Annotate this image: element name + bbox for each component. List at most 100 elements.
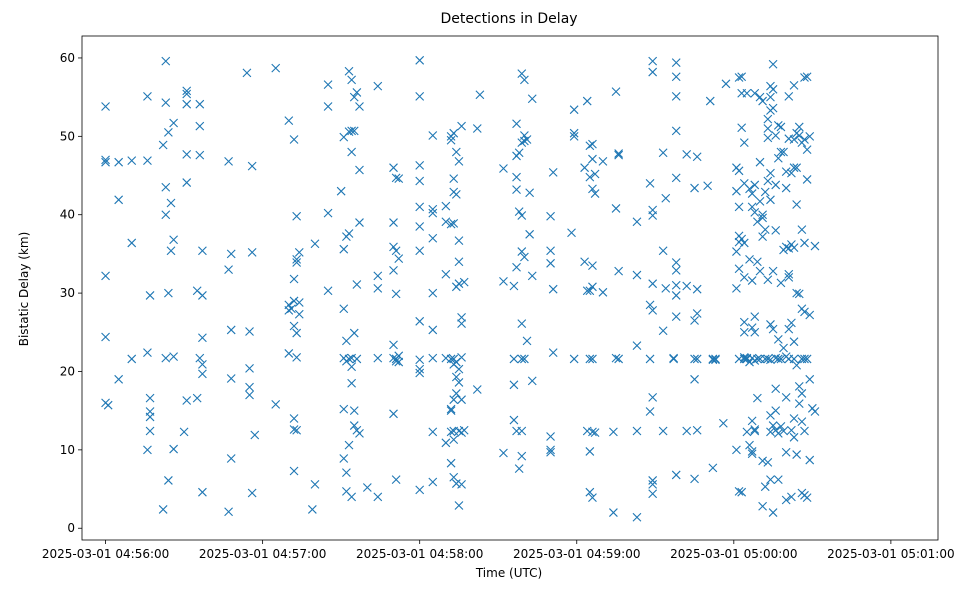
- data-point: [658, 246, 668, 256]
- data-point: [648, 279, 658, 289]
- data-point: [734, 166, 744, 176]
- data-point: [766, 320, 775, 329]
- data-point: [114, 195, 124, 205]
- data-point: [632, 270, 642, 280]
- data-point: [454, 501, 464, 510]
- data-point: [454, 364, 464, 374]
- data-point: [472, 385, 482, 394]
- data-point: [509, 380, 519, 390]
- data-point: [428, 477, 438, 487]
- data-point: [522, 135, 532, 144]
- data-point: [514, 207, 524, 216]
- data-point: [459, 277, 469, 287]
- data-point: [588, 493, 597, 503]
- data-point: [323, 208, 333, 218]
- data-point: [671, 291, 681, 300]
- data-point: [158, 505, 168, 514]
- data-point: [789, 337, 799, 347]
- data-point: [758, 456, 768, 466]
- data-point: [250, 430, 260, 440]
- data-point: [645, 300, 655, 310]
- data-point: [773, 153, 783, 163]
- data-point: [773, 120, 783, 130]
- data-point: [692, 425, 702, 435]
- data-point: [127, 238, 137, 248]
- data-point: [692, 284, 702, 294]
- data-point: [284, 349, 294, 358]
- data-point: [457, 479, 466, 489]
- data-point: [648, 211, 658, 220]
- data-point: [739, 317, 749, 327]
- data-point: [247, 247, 257, 257]
- data-point: [101, 102, 110, 111]
- data-point: [773, 334, 783, 344]
- data-point: [734, 73, 744, 82]
- x-tick-label: 2025-03-01 04:59:00: [513, 547, 640, 561]
- data-point: [323, 80, 333, 89]
- data-point: [805, 455, 815, 465]
- data-point: [766, 355, 775, 365]
- data-point: [760, 225, 770, 234]
- data-point: [588, 427, 597, 437]
- data-point: [451, 389, 461, 398]
- data-point: [415, 364, 425, 374]
- data-point: [734, 202, 744, 212]
- data-point: [459, 425, 469, 435]
- data-point: [449, 218, 459, 228]
- x-axis-label: Time (UTC): [475, 566, 542, 580]
- data-point: [428, 427, 438, 437]
- data-point: [648, 56, 658, 66]
- data-point: [671, 72, 681, 82]
- data-point: [245, 382, 254, 392]
- data-point: [750, 88, 760, 98]
- data-point: [781, 495, 791, 505]
- data-point: [525, 229, 535, 239]
- data-point: [797, 225, 807, 234]
- data-point: [101, 271, 110, 281]
- data-point: [449, 472, 459, 482]
- data-point: [632, 426, 642, 436]
- data-point: [632, 341, 642, 350]
- data-point: [509, 415, 519, 425]
- data-point: [394, 357, 404, 367]
- data-point: [391, 356, 401, 366]
- data-point: [355, 429, 364, 438]
- data-point: [347, 126, 357, 136]
- data-point: [768, 84, 778, 94]
- data-point: [648, 489, 658, 499]
- data-point: [794, 122, 804, 132]
- data-point: [732, 247, 741, 256]
- data-point: [166, 198, 176, 208]
- data-point: [310, 239, 320, 249]
- data-point: [750, 356, 760, 365]
- data-point: [355, 102, 364, 111]
- data-point: [776, 147, 786, 157]
- data-point: [195, 99, 205, 109]
- data-point: [588, 282, 597, 292]
- data-point: [787, 318, 796, 328]
- data-point: [792, 200, 802, 209]
- data-point: [517, 211, 527, 220]
- data-point: [161, 182, 171, 192]
- data-point: [763, 124, 773, 133]
- data-point: [771, 406, 781, 416]
- data-point: [169, 235, 179, 245]
- data-point: [792, 360, 802, 370]
- data-point: [760, 187, 770, 197]
- data-point: [781, 447, 791, 457]
- data-point: [747, 449, 757, 459]
- data-point: [773, 475, 783, 485]
- data-point: [669, 353, 678, 363]
- data-point: [708, 463, 718, 473]
- data-point: [520, 136, 529, 146]
- data-point: [588, 154, 597, 164]
- data-point: [585, 447, 595, 456]
- data-point: [143, 156, 152, 166]
- data-point: [226, 374, 236, 383]
- data-point: [224, 507, 233, 517]
- data-point: [794, 131, 804, 140]
- data-point: [789, 354, 799, 364]
- data-point: [781, 242, 791, 252]
- data-point: [323, 102, 333, 111]
- data-point: [671, 280, 681, 290]
